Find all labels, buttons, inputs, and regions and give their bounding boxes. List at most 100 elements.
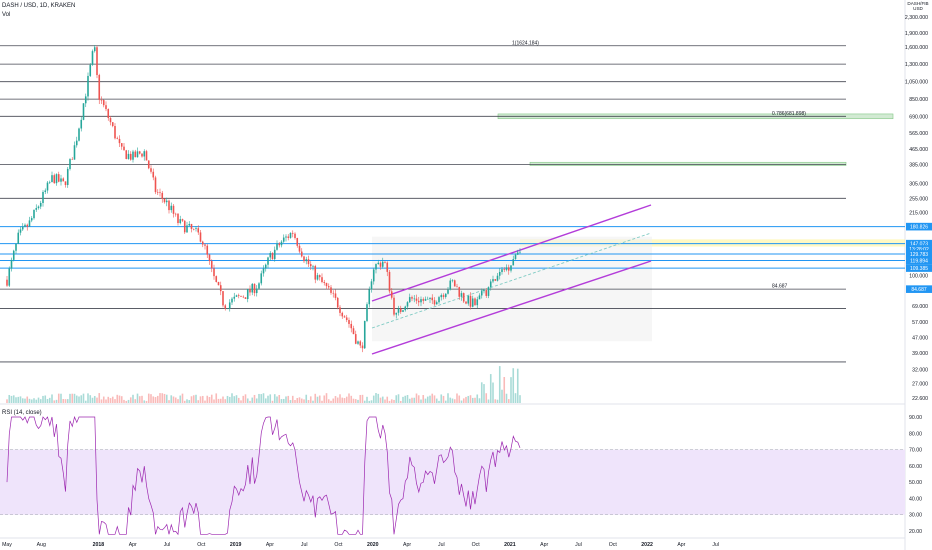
price-tick-label: 1,600.000 [905,45,928,51]
price-axis[interactable]: 2,300.000 1,900.000 1,600.000 1,300.000 1,05… [905,1,929,402]
volume-bar [89,395,92,403]
price-label-text: 109.385 [910,266,928,272]
time-axis[interactable]: May Aug 2018 Apr Jul Oct 2019 Apr Jul Oct 2020 Apr J… [2,542,719,548]
volume-bar [141,395,143,403]
candle-body [510,265,512,271]
volume-bar [24,398,26,403]
time-tick-label: Apr [266,542,274,548]
candle-body [312,266,314,267]
time-tick-label: Apr [129,542,137,548]
volume-bar [46,398,49,403]
candle-body [105,105,107,110]
candle-body [172,205,175,214]
candle-body [147,160,150,169]
candle-body [334,293,337,298]
volume-bar [179,395,182,403]
candle-body [393,297,395,315]
candle-body [422,299,425,301]
candle-body [116,138,119,139]
candle-body [48,182,51,183]
candle-body [163,198,166,203]
candle-body [303,256,305,262]
volume-bar [217,398,220,403]
volume-bar [330,400,332,403]
rsi-title: RSI (14, close) [2,410,42,416]
volume-bar [271,400,274,403]
candle-body [314,266,317,280]
volume-bar [66,399,69,403]
volume-bar [123,399,125,403]
candle-body [402,310,404,312]
candle-body [426,298,429,300]
volume-bar [469,395,472,403]
volume-bar [352,398,355,403]
fib-label: 0.786(681.898) [772,111,806,117]
candle-body [35,208,38,210]
candle-body [424,299,427,301]
volume-bar [316,396,319,403]
price-tick-label: 215.000 [909,210,928,216]
candle-body [190,223,193,229]
volume-bar [134,399,137,403]
candle-body [408,297,411,303]
volume-bar [181,393,184,403]
volume-bar [8,394,11,403]
time-tick-label: 2018 [93,542,105,548]
candle-body [42,191,44,203]
candle-body [118,138,121,144]
candle-body [420,299,422,303]
candle-body [368,289,371,305]
candle-body [271,253,274,260]
candle-body [467,295,470,304]
volume-bar [377,393,380,403]
candle-body [87,75,89,97]
volume-bar [246,398,249,403]
candle-body [350,323,353,329]
volume-bar [267,395,269,403]
volume-bar [451,398,454,403]
volume-bar [483,384,485,403]
volume-bar [51,394,53,403]
candle-body [291,232,294,234]
fib-zone-lower [529,161,847,166]
volume-bar [55,399,58,403]
candle-body [145,151,148,161]
volume-bar [514,393,517,403]
volume-bar [285,396,287,403]
candle-body [222,291,224,306]
candle-body [462,293,465,302]
volume-bar [294,399,296,403]
volume-bar [154,397,157,403]
rsi-line [6,415,521,536]
volume-bar [345,396,348,403]
volume-bar [498,366,501,403]
time-tick-label: Jul [575,542,582,548]
candle-body [343,316,346,318]
candle-body [66,168,69,186]
volume-bar [143,400,146,403]
volume-bar [224,399,227,403]
volume-bar [424,398,427,403]
price-tick-label: 690.000 [909,114,928,120]
candle-body [33,209,35,219]
volume-bar [404,395,407,403]
volume-bar [19,396,22,403]
candle-body [321,277,323,283]
candle-body [84,96,87,104]
rsi-axis[interactable]: 90.00 80.00 70.00 60.00 50.00 40.00 30.00 20.00 [909,415,922,535]
volume-bar [231,393,233,403]
volume-bar [429,395,431,403]
candle-body [501,269,503,273]
candle-body [492,279,494,282]
candle-body [483,290,485,292]
volume-bar [289,400,292,403]
candle-body [132,151,134,160]
volume-bar [318,395,321,403]
candle-body [15,243,17,251]
candle-body [465,301,467,304]
candle-body [494,279,497,281]
volume-bar [420,399,422,403]
volume-bar [208,396,211,403]
volume-bar [12,395,15,403]
volume-bar [507,399,510,403]
